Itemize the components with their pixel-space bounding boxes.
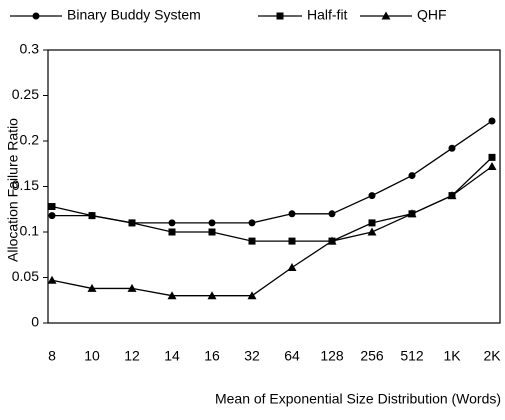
marker — [248, 219, 256, 227]
series-line — [51, 156, 493, 242]
legend-marker — [381, 11, 391, 20]
marker — [167, 291, 177, 300]
marker — [328, 210, 336, 218]
x-tick-label: 8 — [48, 348, 56, 364]
x-tick-label: 16 — [204, 348, 220, 364]
x-tick-label: 32 — [244, 348, 260, 364]
marker — [287, 262, 297, 271]
marker — [48, 212, 56, 220]
marker — [367, 227, 377, 236]
marker — [208, 219, 216, 227]
x-tick-label: 2K — [483, 348, 501, 364]
marker — [127, 283, 137, 292]
marker — [448, 144, 456, 152]
legend-label: QHF — [417, 7, 447, 23]
x-axis-label: Mean of Exponential Size Distribution (W… — [215, 391, 501, 407]
marker — [488, 153, 496, 161]
x-tick-label: 128 — [320, 348, 344, 364]
marker — [408, 172, 416, 180]
y-tick-label: 0.2 — [20, 132, 40, 148]
x-tick-label: 256 — [360, 348, 384, 364]
x-tick-label: 512 — [400, 348, 424, 364]
y-tick-label: 0 — [31, 314, 39, 330]
marker — [208, 228, 216, 236]
marker — [407, 209, 417, 218]
x-tick-label: 1K — [443, 348, 461, 364]
marker — [207, 291, 217, 300]
marker — [368, 219, 376, 227]
marker — [88, 212, 96, 220]
legend-marker — [32, 12, 40, 20]
marker — [87, 283, 97, 292]
marker — [168, 228, 176, 236]
marker — [47, 275, 57, 284]
marker — [368, 192, 376, 200]
marker — [487, 161, 497, 170]
series-line — [51, 165, 493, 297]
y-tick-label: 0.05 — [12, 268, 39, 284]
legend-label: Half-fit — [307, 7, 348, 23]
marker — [128, 219, 136, 227]
marker — [288, 210, 296, 218]
y-tick-label: 0.1 — [20, 223, 40, 239]
legend-label: Binary Buddy System — [67, 7, 201, 23]
y-tick-label: 0.15 — [12, 177, 39, 193]
plot-frame — [47, 49, 501, 324]
marker — [447, 191, 457, 200]
marker — [248, 237, 256, 245]
marker — [168, 219, 176, 227]
marker — [48, 203, 56, 211]
marker — [247, 291, 257, 300]
x-tick-label: 64 — [284, 348, 300, 364]
y-tick-label: 0.25 — [12, 86, 39, 102]
x-tick-label: 14 — [164, 348, 180, 364]
y-axis-label: Allocation Failure Ratio — [5, 118, 21, 262]
marker — [288, 237, 296, 245]
x-tick-label: 10 — [84, 348, 100, 364]
legend-marker — [276, 12, 284, 20]
y-tick-label: 0.3 — [20, 41, 40, 57]
x-tick-label: 12 — [124, 348, 140, 364]
marker — [327, 236, 337, 245]
marker — [488, 117, 496, 125]
